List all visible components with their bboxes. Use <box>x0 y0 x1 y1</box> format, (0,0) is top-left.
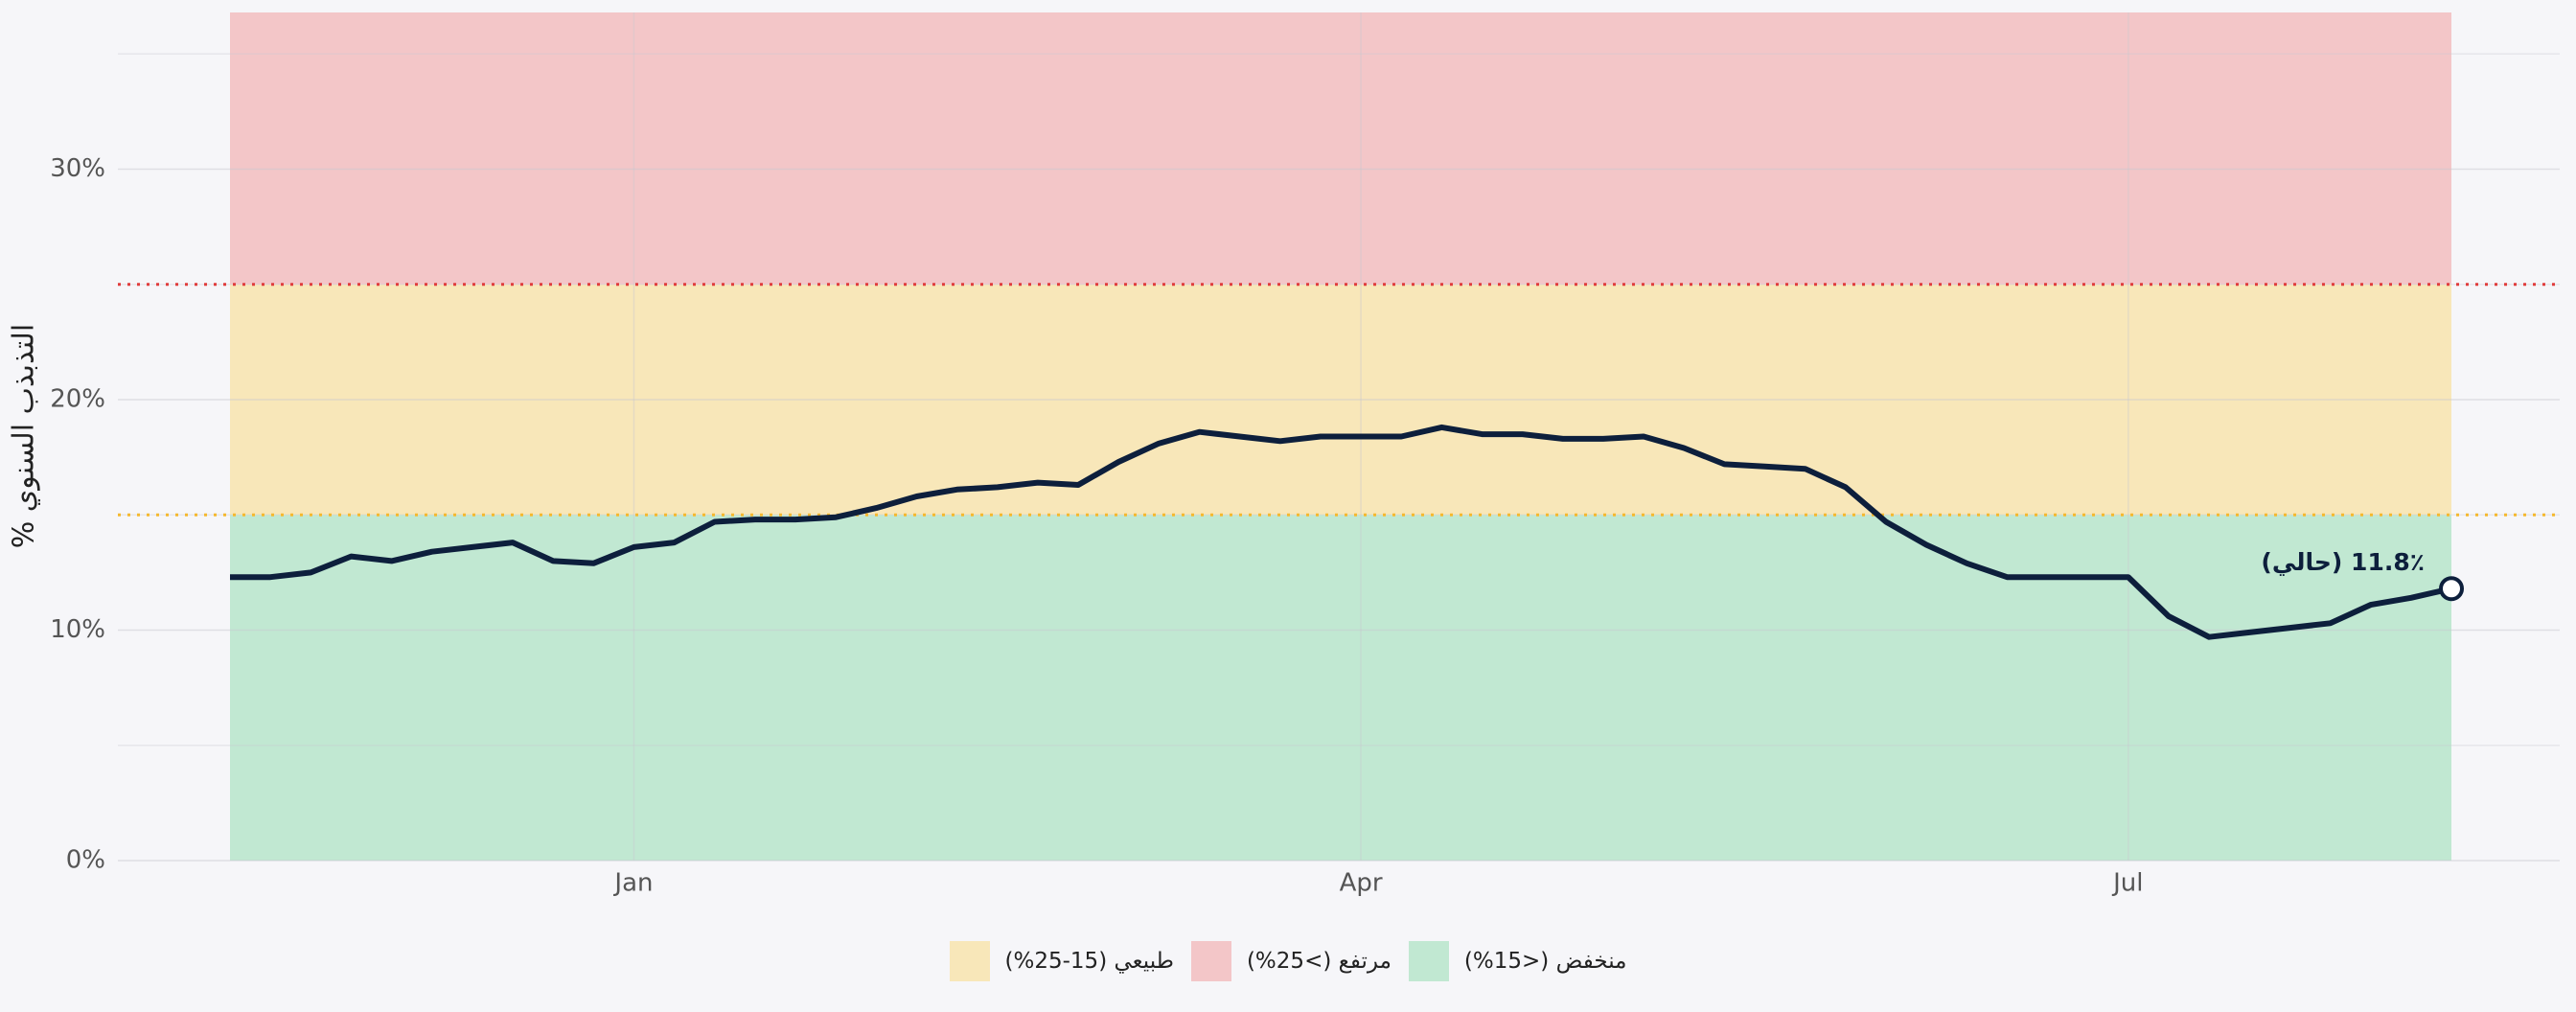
x-tick-label: Apr <box>1340 869 1383 898</box>
legend-item: مرتفع (>25%) <box>1190 941 1392 981</box>
band <box>230 515 2451 861</box>
legend-label: مرتفع (>25%) <box>1246 949 1392 974</box>
legend-swatch <box>1190 941 1231 981</box>
band <box>230 12 2451 285</box>
legend-label: طبيعي (15-25%) <box>1004 949 1174 974</box>
y-tick-label: 0% <box>66 846 105 875</box>
current-point <box>2439 576 2464 602</box>
legend-item: منخفض (<15%) <box>1408 941 1627 981</box>
legend-label: منخفض (<15%) <box>1463 949 1627 974</box>
y-axis-label: التذبذب السنوي % <box>8 324 41 548</box>
legend: طبيعي (15-25%) مرتفع (>25%) منخفض (<15%) <box>0 939 2576 983</box>
x-tick-label: Jan <box>612 869 653 898</box>
legend-swatch <box>949 941 990 981</box>
x-tick-label: Jul <box>2111 869 2143 898</box>
y-tick-label: 30% <box>50 154 105 183</box>
y-tick-label: 20% <box>50 385 105 414</box>
legend-swatch <box>1408 941 1449 981</box>
series-line <box>230 424 2452 640</box>
legend-item: طبيعي (15-25%) <box>949 941 1174 981</box>
annotation: 11.8٪ (حالي) <box>2261 548 2425 577</box>
y-tick-label: 10% <box>50 615 105 644</box>
